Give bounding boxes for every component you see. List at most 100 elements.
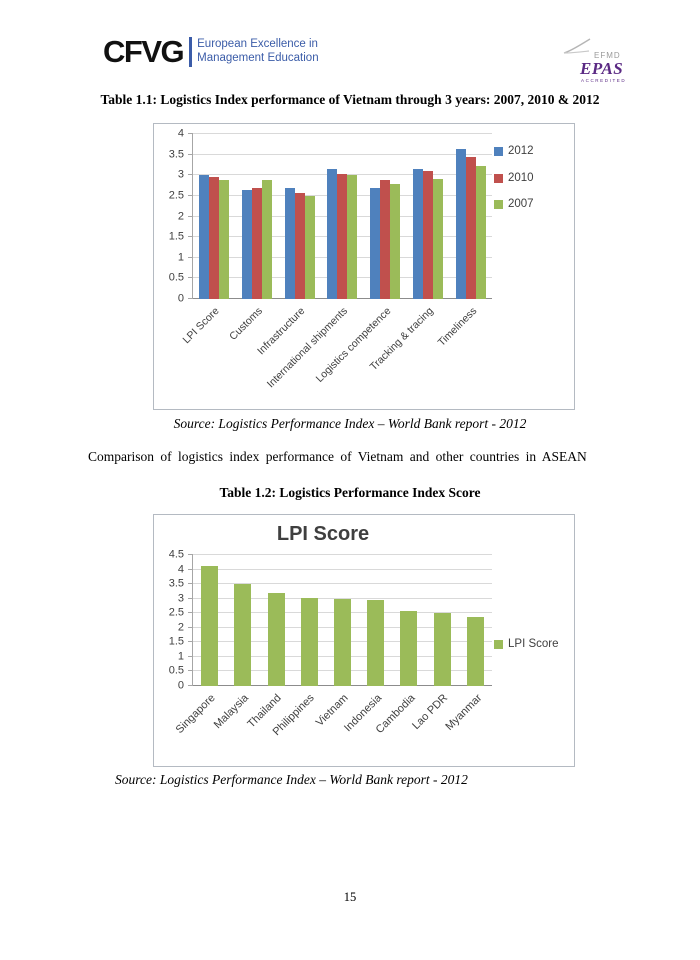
x-tick-label: International shipments	[265, 305, 351, 391]
bar-2012-infrastructure	[284, 188, 295, 299]
gridline	[193, 133, 492, 134]
cfvg-tagline-line2: Management Education	[197, 51, 319, 64]
bar-2007-lpi-score	[219, 179, 230, 299]
y-axis-tickmark	[188, 670, 193, 672]
x-tick-label: Customs	[226, 305, 265, 343]
page-header: CFVG European Excellence in Management E…	[0, 0, 700, 83]
chart1-y-axis: 0 0.5 1 1.5 2 2.5 3 3.5 4	[154, 128, 192, 404]
y-axis-tickmark	[188, 256, 193, 258]
y-tick-label: 3	[177, 592, 184, 605]
table-1-2-title: Table 1.2: Logistics Performance Index S…	[219, 485, 481, 500]
legend-label: 2010	[508, 171, 534, 184]
bar-2012-logistics-competence	[370, 188, 381, 299]
legend-item: 2007	[494, 198, 570, 211]
bar-group	[234, 555, 252, 686]
legend-label: 2012	[508, 145, 534, 157]
legend-swatch-2007	[494, 200, 503, 210]
asean-lpi-score-bar-chart: LPI Score 0 0.5 1 1.5 2 2.5 3 3.5 4 4.5 Singapore…	[153, 514, 575, 767]
y-axis-tickmark	[188, 277, 193, 279]
y-axis-tickmark	[188, 685, 193, 686]
bar-group	[455, 134, 486, 299]
legend-swatch-2012	[494, 147, 503, 157]
bar-group	[199, 134, 230, 299]
bar-lpi-score-malaysia	[234, 584, 252, 686]
bar-2012-customs	[242, 189, 253, 299]
y-tick-label: 0	[177, 679, 184, 692]
y-tick-label: 1	[177, 251, 184, 264]
comparison-paragraph: Comparison of logistics index performanc…	[88, 449, 587, 464]
chart1-legend: 2012 2010 2007	[494, 134, 570, 409]
bar-group	[400, 555, 418, 686]
bar-group	[412, 134, 443, 299]
epas-label: EPAS	[580, 59, 624, 78]
chart1-source-caption: Source: Logistics Performance Index – Wo…	[173, 416, 527, 431]
bar-2010-infrastructure	[294, 193, 305, 299]
y-tick-label: 3	[177, 168, 184, 181]
efmd-label: EFMD	[594, 51, 621, 60]
y-axis-tickmark	[188, 236, 193, 238]
y-axis-tickmark	[188, 626, 193, 628]
legend-item: 2012	[494, 145, 570, 158]
cfvg-tagline: European Excellence in Management Educat…	[197, 38, 318, 66]
bar-lpi-score-thailand	[267, 593, 285, 686]
y-axis-tickmark	[188, 153, 193, 155]
y-axis-tickmark	[188, 655, 193, 657]
cfvg-logo: CFVG European Excellence in Management E…	[103, 36, 319, 67]
x-tick-label: Timeliness	[435, 305, 480, 349]
bar-group	[242, 134, 273, 299]
efmd-row: EFMD	[562, 38, 648, 60]
chart2-source-caption: Source: Logistics Performance Index – Wo…	[115, 772, 468, 787]
bar-lpi-score-singapore	[201, 565, 219, 686]
bar-2007-infrastructure	[304, 195, 315, 299]
y-axis-tickmark	[188, 554, 193, 555]
bar-2010-logistics-competence	[380, 179, 391, 299]
bar-2010-customs	[252, 188, 263, 299]
legend-item: 2010	[494, 171, 570, 185]
legend-swatch-lpi-score	[494, 640, 503, 649]
y-axis-tickmark	[188, 215, 193, 217]
bar-2007-customs	[262, 179, 273, 299]
gridline	[193, 153, 492, 155]
chart1-axes: 0 0.5 1 1.5 2 2.5 3 3.5 4 LPI Score Customs Infras…	[154, 128, 492, 404]
bar-group	[284, 134, 315, 299]
y-tick-label: 2	[177, 210, 184, 222]
bar-2007-tracking-&-tracing	[432, 179, 443, 299]
y-tick-label: 1.5	[168, 635, 184, 648]
y-tick-label: 4	[177, 127, 184, 140]
y-tick-label: 1	[177, 650, 184, 663]
y-axis-tickmark	[188, 583, 193, 585]
chart2-plot-area: Singapore Malaysia Thailand Philippines Viet…	[173, 554, 492, 766]
bar-2010-tracking-&-tracing	[422, 171, 433, 299]
cfvg-wordmark: CFVG	[103, 34, 185, 69]
legend-label: LPI Score	[508, 637, 559, 650]
y-axis-tickmark	[188, 133, 193, 134]
bar-2012-tracking-&-tracing	[412, 168, 423, 299]
y-tick-label: 3.5	[168, 148, 184, 161]
gridline	[193, 554, 492, 555]
bar-lpi-score-philippines	[300, 598, 318, 686]
bar-2010-timeliness	[465, 157, 476, 299]
y-axis-tickmark	[188, 298, 193, 299]
y-tick-label: 0.5	[168, 664, 184, 677]
chart2-main-area: LPI Score 0 0.5 1 1.5 2 2.5 3 3.5 4 4.5 Singapore…	[154, 523, 492, 766]
y-axis-tickmark	[188, 174, 193, 176]
bar-group	[466, 555, 484, 686]
y-axis-tickmark	[188, 641, 193, 643]
legend-label: 2007	[508, 198, 534, 210]
bar-2012-international-shipments	[327, 169, 338, 299]
bar-2010-international-shipments	[337, 173, 348, 299]
bar-2012-timeliness	[455, 148, 466, 299]
table-1-1-title: Table 1.1: Logistics Index performance o…	[100, 92, 600, 107]
bar-group	[333, 555, 351, 686]
bar-2012-lpi-score	[199, 175, 210, 299]
y-axis-tickmark	[188, 194, 193, 196]
bar-lpi-score-cambodia	[400, 611, 418, 686]
y-tick-label: 1.5	[168, 230, 184, 243]
chart1-main-area: 0 0.5 1 1.5 2 2.5 3 3.5 4 LPI Score Customs Infras…	[154, 128, 492, 409]
gridline	[193, 568, 492, 570]
efmd-swoosh-icon	[562, 38, 592, 60]
bar-group	[327, 134, 358, 299]
bar-lpi-score-indonesia	[367, 600, 385, 686]
gridline	[193, 597, 492, 599]
